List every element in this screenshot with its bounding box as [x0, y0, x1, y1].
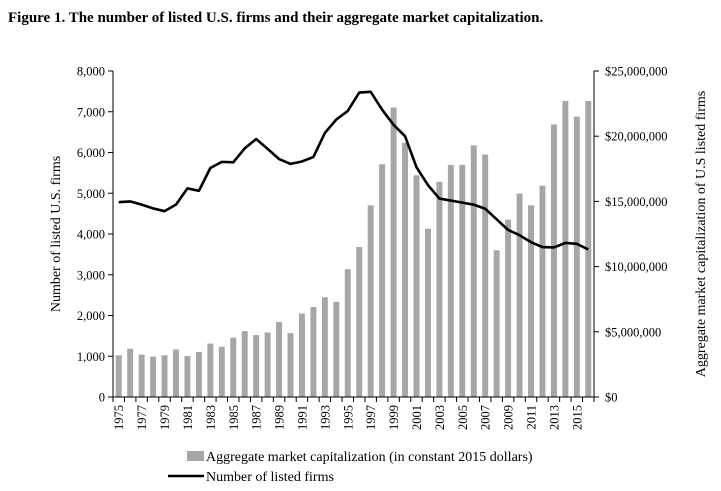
right-tick-label: $10,000,000	[605, 260, 668, 274]
left-tick-label: 6,000	[77, 146, 105, 160]
bar-2003	[436, 181, 443, 397]
left-tick-label: 7,000	[77, 105, 105, 119]
bar-1980	[173, 349, 179, 397]
line-series	[118, 90, 589, 251]
bar-1979	[161, 355, 168, 397]
right-tick-label: $25,000,000	[605, 65, 668, 79]
right-axis-title: Aggregate market capitalization of U.S l…	[694, 91, 709, 378]
bar-1984	[218, 346, 225, 397]
right-tick-label: $5,000,000	[605, 325, 661, 339]
right-tick-label: $20,000,000	[605, 130, 668, 144]
x-tick-label: 1977	[135, 405, 149, 430]
left-axis-title: Number of listed U.S. firms	[49, 156, 64, 312]
bar-2009	[505, 219, 512, 397]
bar-2012	[539, 185, 546, 397]
x-tick-label: 1987	[250, 405, 264, 430]
figure-title: Figure 1. The number of listed U.S. firm…	[8, 10, 543, 26]
bar-1987	[253, 335, 260, 397]
x-axis: 1975 1977 1979 1981 1983 1985 1987 1989 1991 1993…	[112, 396, 595, 430]
bar-2015	[573, 116, 580, 397]
bar-2011	[528, 205, 534, 397]
listed-firms-line	[118, 90, 589, 251]
left-axis: 0 1,000 2,000 3,000 4,000 5,000 6,000 7,000 8,00…	[77, 65, 114, 405]
bar-2000	[402, 142, 409, 397]
x-tick-label: 1981	[181, 405, 195, 430]
left-tick-label: 2,000	[77, 309, 105, 323]
x-tick-label: 1999	[387, 405, 401, 430]
bar-1993	[321, 297, 328, 397]
bar-1982	[195, 352, 202, 397]
legend-label-listed-firms: Number of listed firms	[206, 470, 334, 485]
legend-label-market-cap: Aggregate market capitalization (in cons…	[206, 450, 533, 465]
bar-1990	[287, 333, 294, 397]
bar-2005	[459, 164, 466, 397]
left-tick-label: 8,000	[77, 65, 105, 79]
bar-1985	[230, 337, 237, 397]
bar-series	[115, 100, 592, 398]
bar-2013	[550, 124, 557, 398]
x-tick-label: 1991	[295, 405, 309, 430]
x-tick-label: 2013	[547, 405, 561, 430]
x-tick-label: 1979	[158, 405, 172, 430]
bar-1976	[127, 348, 134, 397]
x-tick-label: 2011	[525, 405, 539, 430]
bar-1994	[333, 301, 340, 397]
bar-2008	[493, 250, 500, 397]
bar-1983	[207, 343, 214, 397]
bar-2007	[482, 154, 489, 397]
right-tick-label: $0	[605, 391, 618, 405]
left-tick-label: 1,000	[77, 350, 105, 364]
bar-2004	[447, 164, 454, 397]
x-tick-label: 1985	[227, 405, 241, 430]
bar-1997	[367, 205, 374, 397]
x-tick-label: 2007	[479, 405, 493, 430]
left-tick-label: 4,000	[77, 228, 105, 242]
bar-1999	[390, 107, 397, 397]
left-tick-label: 3,000	[77, 268, 105, 282]
right-axis: $0 $5,000,000 $10,000,000 $15,000,000 $20,00…	[593, 65, 668, 405]
x-tick-label: 1995	[341, 405, 355, 430]
x-tick-label: 1993	[318, 405, 332, 430]
bar-2002	[424, 228, 431, 397]
x-tick-label: 1989	[273, 405, 287, 430]
bar-1996	[356, 247, 363, 397]
bar-2001	[413, 175, 420, 397]
bar-1992	[310, 307, 317, 397]
bar-1977	[138, 354, 145, 397]
right-tick-label: $15,000,000	[605, 195, 668, 209]
x-tick-label: 2005	[456, 405, 470, 430]
x-tick-label: 1997	[364, 405, 378, 430]
legend-swatch-market-cap	[187, 451, 204, 461]
bar-1978	[150, 356, 157, 397]
x-tick-label: 2003	[433, 405, 447, 430]
x-tick-label: 2009	[502, 405, 516, 430]
bar-1975	[115, 355, 122, 397]
bar-1981	[184, 355, 191, 397]
x-tick-label: 2015	[570, 405, 584, 430]
left-tick-label: 0	[99, 391, 105, 405]
bar-1991	[298, 313, 305, 397]
x-tick-label: 1983	[204, 405, 218, 430]
bar-1995	[344, 269, 351, 397]
bar-1989	[276, 322, 283, 397]
bar-1986	[241, 331, 248, 397]
bar-2014	[562, 100, 569, 398]
bar-1998	[379, 164, 386, 397]
bar-2010	[516, 193, 523, 397]
left-tick-label: 5,000	[77, 187, 105, 201]
bar-1988	[264, 332, 271, 397]
bar-2006	[470, 145, 477, 397]
x-tick-label: 1975	[112, 405, 126, 430]
legend: Aggregate market capitalization (in cons…	[168, 450, 533, 485]
x-tick-label: 2001	[410, 405, 424, 430]
